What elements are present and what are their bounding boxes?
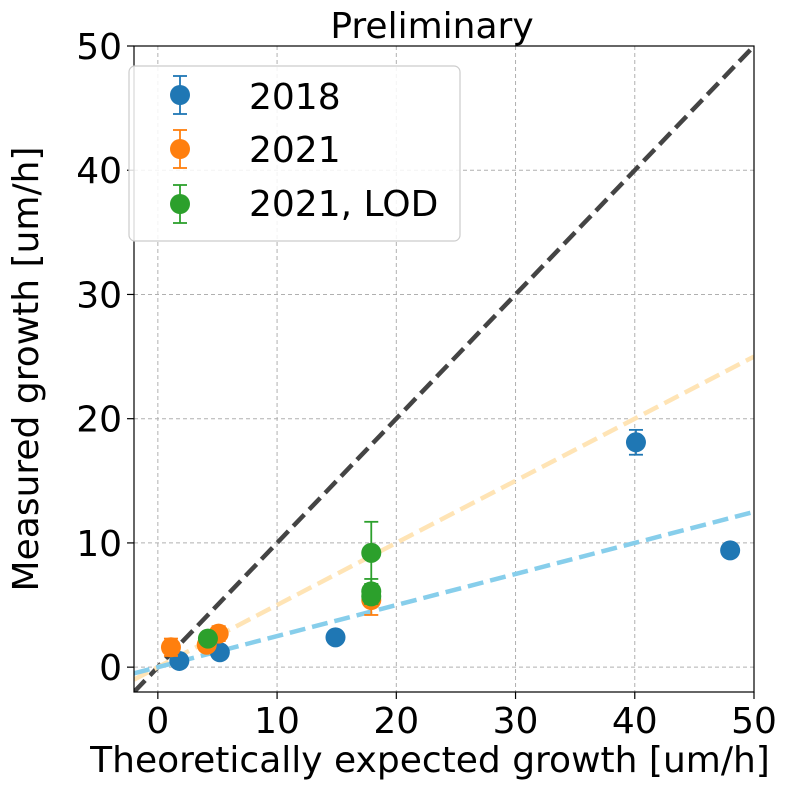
data-point-series-2 [361,542,382,563]
legend-label-2021: 2021 [249,130,341,171]
reference-line-0 [134,46,754,692]
legend-marker-2 [170,194,190,214]
data-point-series-1 [160,637,181,658]
plot-frame [133,45,755,693]
data-point-series-2 [197,628,218,649]
axis-ticks: 0 10 20 30 40 50 0 10 20 30 40 50 [76,27,777,742]
y-tick-label: 20 [76,400,122,441]
data-points [160,428,741,671]
x-tick-label: 10 [254,701,300,742]
data-point-series-0 [720,540,741,561]
x-tick-label: 20 [373,701,419,742]
x-tick-label: 50 [731,701,777,742]
data-point-series-2 [361,586,382,607]
data-point-series-0 [325,627,346,648]
reference-line-1 [134,354,754,682]
x-tick-label: 0 [146,701,169,742]
reference-line-2 [134,509,754,676]
y-tick-label: 10 [76,524,122,565]
y-tick-label: 30 [76,275,122,316]
x-axis-label: Theoretically expected growth [um/h] [89,740,770,781]
chart-title: Preliminary [330,6,533,47]
legend-marker-0 [170,85,190,105]
legend-box [128,65,461,242]
y-tick-label: 0 [99,648,122,689]
data-point-series-0 [625,432,646,453]
legend-label-2021-lod: 2021, LOD [249,184,438,225]
legend-markers [170,75,190,224]
x-tick-label: 40 [612,701,658,742]
y-axis-label: Measured growth [um/h] [6,147,47,592]
y-tick-label: 50 [76,27,122,68]
legend: 2018 2021 2021, LOD [128,65,461,242]
y-tick-label: 40 [76,151,122,192]
reference-lines [134,46,754,692]
legend-label-2018: 2018 [249,77,341,118]
x-tick-label: 30 [493,701,539,742]
legend-marker-1 [170,139,190,159]
